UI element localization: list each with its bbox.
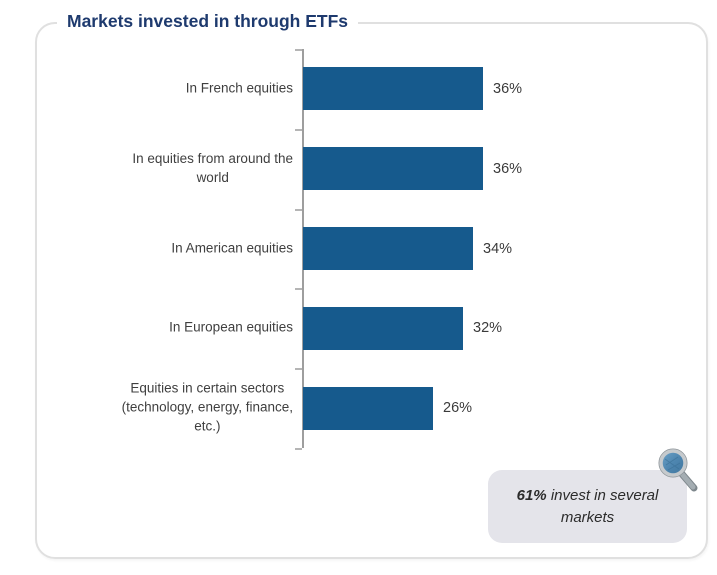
category-label: In European equities (169, 319, 293, 335)
axis-tick (295, 129, 302, 131)
callout-highlight: 61% (516, 486, 547, 504)
chart-title: Markets invested in through ETFs (57, 11, 359, 32)
axis-tick (295, 368, 302, 370)
category-axis-line (302, 49, 304, 448)
axis-tick (295, 209, 302, 211)
callout-text: 61% invest in several markets (503, 485, 673, 529)
category-label: Equities in certain sectors (technology, … (121, 380, 293, 434)
bar-value-label: 26% (443, 400, 473, 416)
bar-value-label: 32% (473, 320, 503, 336)
bar-value-label: 36% (493, 161, 523, 177)
bar (303, 67, 483, 110)
category-label: In American equities (171, 240, 293, 256)
axis-tick (295, 288, 302, 290)
axis-tick (295, 49, 302, 51)
bar (303, 147, 483, 190)
bar (303, 227, 473, 270)
axis-tick (295, 448, 302, 450)
magnifier-icon (658, 448, 698, 492)
category-label: In equities from around the world (132, 151, 293, 185)
bar (303, 387, 433, 430)
callout-rest: invest in several markets (550, 486, 659, 526)
bar-value-label: 34% (483, 241, 513, 257)
callout-box: 61% invest in several markets (488, 470, 687, 543)
chart-frame-border (35, 22, 708, 559)
bar-value-label: 36% (493, 81, 523, 97)
category-label: In French equities (185, 80, 293, 96)
bar (303, 307, 463, 350)
